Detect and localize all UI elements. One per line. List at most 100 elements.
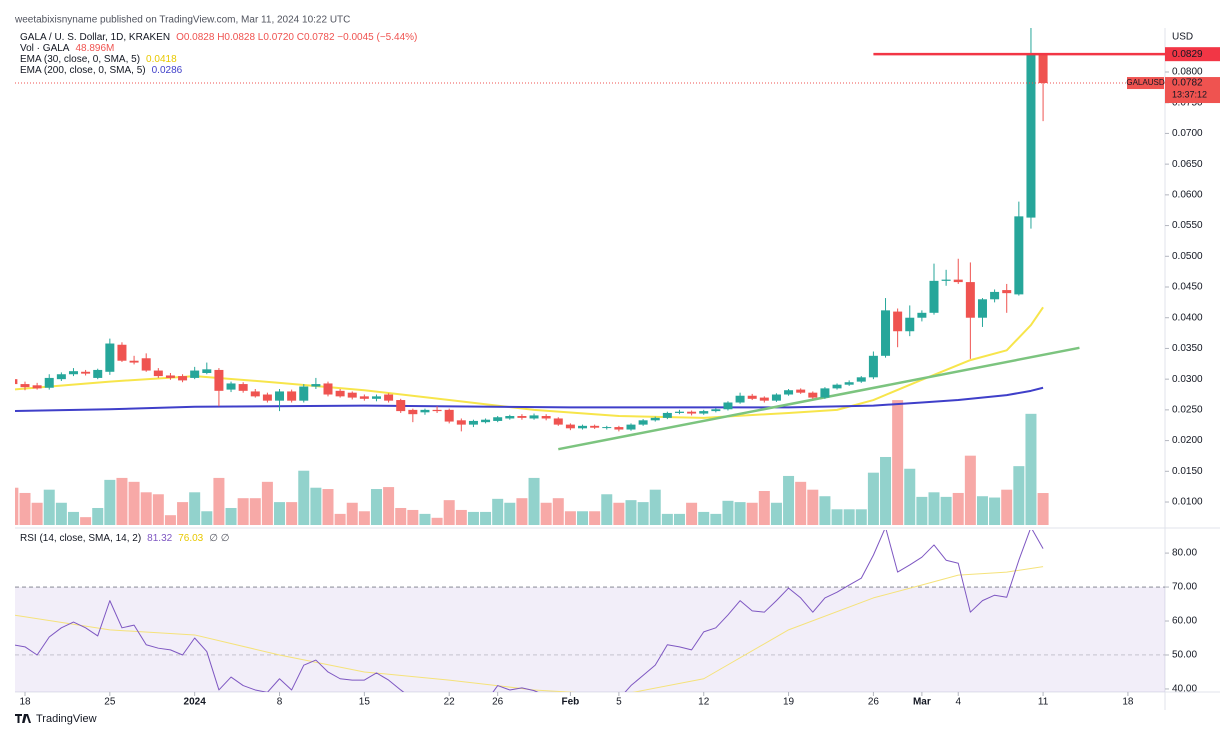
volume-bar xyxy=(334,513,346,525)
volume-bar xyxy=(225,507,237,525)
volume-bar xyxy=(710,513,722,525)
candle-body xyxy=(638,420,648,425)
footer-logo: TradingView xyxy=(15,713,97,725)
volume-bar xyxy=(370,489,382,525)
volume-bar xyxy=(286,502,298,525)
volume-bar xyxy=(480,511,492,525)
volume-bar xyxy=(261,481,273,525)
rsi-band xyxy=(15,587,1165,692)
candle-body xyxy=(287,391,297,401)
volume-bar xyxy=(31,502,43,525)
time-tick-label: 15 xyxy=(359,697,371,708)
candle-body xyxy=(226,383,236,390)
volume-bar xyxy=(310,487,322,525)
rsi-tick-label: 70.00 xyxy=(1172,582,1197,593)
price-tick-label: 0.0200 xyxy=(1172,435,1203,446)
volume-bar xyxy=(383,487,395,525)
ema30-name: EMA (30, close, 0, SMA, 5) xyxy=(20,54,140,65)
rsi-tick-label: 80.00 xyxy=(1172,548,1197,559)
candle-body xyxy=(93,369,103,378)
rsi-name: RSI (14, close, SMA, 14, 2) xyxy=(20,533,141,544)
candle-body xyxy=(662,412,672,418)
volume-bar xyxy=(164,515,176,525)
time-tick-label: 18 xyxy=(1122,697,1134,708)
candle-body xyxy=(771,394,781,401)
volume-bar xyxy=(1001,489,1013,525)
volume-bar xyxy=(577,511,589,525)
rsi-extra: ∅ ∅ xyxy=(209,533,229,544)
price-tick-label: 0.0450 xyxy=(1172,282,1203,293)
volume-bar xyxy=(625,500,637,525)
candle-body xyxy=(517,416,527,418)
ema-line xyxy=(15,386,1044,413)
candle-body xyxy=(893,311,903,332)
candle-body xyxy=(953,279,963,283)
candle-body xyxy=(359,396,369,399)
candle-body xyxy=(493,417,503,421)
candle-body xyxy=(505,416,515,419)
price-tick-label: 0.0250 xyxy=(1172,405,1203,416)
candle-body xyxy=(396,400,406,412)
volume-bar xyxy=(831,509,843,525)
candle-body xyxy=(141,358,151,371)
countdown-label: 13:37:12 xyxy=(1172,89,1207,99)
volume-bar xyxy=(613,502,625,525)
candle-body xyxy=(468,420,478,425)
candle-body xyxy=(578,425,588,429)
volume-bar xyxy=(880,456,892,525)
volume-bar xyxy=(637,502,649,525)
price-pane xyxy=(15,28,1165,451)
volume-bar xyxy=(43,489,55,525)
candle-body xyxy=(699,411,709,414)
candle-body xyxy=(796,389,806,393)
volume-bar xyxy=(492,498,504,525)
volume-bar xyxy=(249,498,261,525)
time-tick-label: 8 xyxy=(277,697,283,708)
candle-body xyxy=(68,371,78,375)
candle-body xyxy=(990,291,1000,300)
last-price-label: 0.0782 xyxy=(1172,78,1203,89)
ema-line xyxy=(15,306,1044,419)
candle-body xyxy=(178,376,188,381)
rsi-tick-label: 60.00 xyxy=(1172,616,1197,627)
volume-bar xyxy=(346,502,358,525)
price-tick-label: 0.0100 xyxy=(1172,497,1203,508)
trendline xyxy=(558,346,1080,451)
volume-bar xyxy=(976,496,988,525)
volume-bar xyxy=(734,502,746,525)
candle-body xyxy=(190,370,200,378)
volume-bar xyxy=(686,502,698,525)
volume-bar xyxy=(528,477,540,525)
volume-bar xyxy=(989,497,1001,525)
price-tick-label: 0.0500 xyxy=(1172,251,1203,262)
time-tick-label: Feb xyxy=(562,697,580,708)
volume-bar xyxy=(80,517,92,525)
price-tick-label: 0.0300 xyxy=(1172,374,1203,385)
price-tick-label: 0.0550 xyxy=(1172,220,1203,231)
candle-body xyxy=(965,282,975,318)
volume-bar xyxy=(940,496,952,525)
volume-bar xyxy=(407,509,419,525)
volume-bar xyxy=(274,502,286,525)
axes: 0.0100 0.0150 0.0200 0.0250 0.0300 0.0350 0.04… xyxy=(19,47,1220,708)
volume-bar xyxy=(673,513,685,525)
volume-bar xyxy=(928,492,940,525)
volume-bar xyxy=(67,511,79,525)
candle-body xyxy=(614,427,624,430)
candle-body xyxy=(844,382,854,385)
rsi-tick-label: 50.00 xyxy=(1172,650,1197,661)
candle-body xyxy=(20,384,30,388)
time-tick-label: 26 xyxy=(868,697,880,708)
volume-bar xyxy=(128,481,140,525)
volume-bar xyxy=(516,498,528,525)
volume-value: 48.896M xyxy=(75,43,114,54)
ohlc-values: O0.0828 H0.0828 L0.0720 C0.0782 −0.0045 … xyxy=(176,32,417,43)
volume-bar xyxy=(213,477,225,525)
candle-body xyxy=(1002,290,1012,294)
candle-body xyxy=(541,416,551,419)
candle-body xyxy=(590,425,600,428)
volume-bar xyxy=(140,492,152,525)
last-price-box xyxy=(1165,77,1220,104)
candle-body xyxy=(153,370,163,377)
time-tick-label: 11 xyxy=(1038,697,1049,708)
